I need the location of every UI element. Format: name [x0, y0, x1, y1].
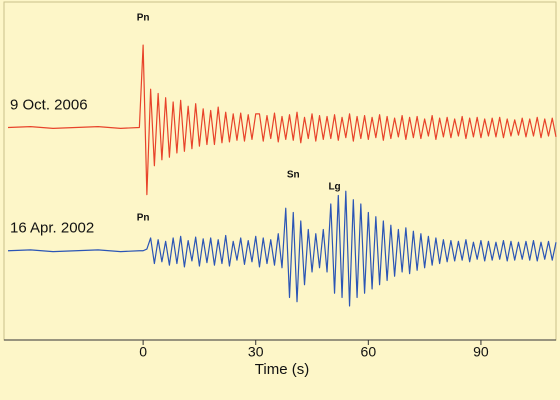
- trace: [7, 44, 557, 196]
- x-tick-label: 60: [361, 344, 377, 360]
- x-tick-label: 90: [473, 344, 489, 360]
- phase-label: Pn: [137, 213, 150, 224]
- phase-label: Lg: [328, 182, 340, 193]
- trace-label: 16 Apr. 2002: [10, 220, 94, 237]
- trace-label: 9 Oct. 2006: [10, 96, 88, 113]
- phase-label: Pn: [137, 13, 150, 24]
- trace: [7, 190, 557, 307]
- x-tick-label: 30: [248, 344, 264, 360]
- phase-label: Sn: [287, 170, 300, 181]
- x-axis-label: Time (s): [255, 361, 309, 378]
- x-tick-label: 0: [139, 344, 147, 360]
